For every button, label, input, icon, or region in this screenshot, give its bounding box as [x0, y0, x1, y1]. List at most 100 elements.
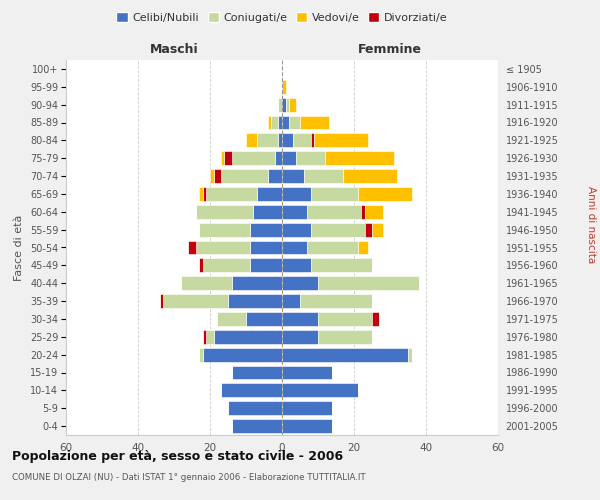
Bar: [253, 205, 282, 219]
Bar: [311, 222, 365, 236]
Bar: [232, 366, 282, 380]
Bar: [232, 276, 282, 290]
Bar: [250, 222, 282, 236]
Bar: [318, 312, 372, 326]
Bar: [300, 294, 372, 308]
Legend: Celibi/Nubili, Coniugati/e, Vedovi/e, Divorziati/e: Celibi/Nubili, Coniugati/e, Vedovi/e, Di…: [112, 8, 452, 28]
Bar: [289, 116, 300, 130]
Bar: [214, 169, 221, 183]
Bar: [282, 294, 300, 308]
Text: Anni di nascita: Anni di nascita: [586, 186, 596, 264]
Bar: [300, 116, 329, 130]
Bar: [365, 205, 383, 219]
Bar: [203, 187, 206, 201]
Bar: [188, 240, 196, 254]
Bar: [282, 169, 304, 183]
Bar: [196, 205, 253, 219]
Bar: [318, 330, 372, 344]
Bar: [282, 98, 286, 112]
Bar: [282, 205, 307, 219]
Bar: [282, 80, 286, 94]
Bar: [278, 134, 282, 147]
Bar: [358, 187, 412, 201]
Bar: [282, 401, 332, 415]
Bar: [160, 294, 163, 308]
Bar: [199, 348, 203, 362]
Bar: [181, 276, 232, 290]
Bar: [203, 348, 282, 362]
Bar: [372, 222, 383, 236]
Bar: [311, 134, 314, 147]
Bar: [343, 169, 397, 183]
Bar: [293, 134, 311, 147]
Bar: [206, 330, 214, 344]
Bar: [268, 169, 282, 183]
Bar: [358, 240, 368, 254]
Bar: [318, 276, 419, 290]
Bar: [311, 258, 372, 272]
Bar: [307, 205, 361, 219]
Bar: [163, 294, 228, 308]
Bar: [278, 98, 282, 112]
Bar: [289, 98, 296, 112]
Bar: [268, 116, 271, 130]
Bar: [314, 134, 368, 147]
Bar: [257, 134, 278, 147]
Bar: [271, 116, 278, 130]
Bar: [408, 348, 412, 362]
Bar: [282, 419, 332, 433]
Text: Maschi: Maschi: [149, 44, 199, 57]
Text: Popolazione per età, sesso e stato civile - 2006: Popolazione per età, sesso e stato civil…: [12, 450, 343, 463]
Bar: [311, 187, 358, 201]
Bar: [282, 330, 318, 344]
Bar: [282, 187, 311, 201]
Bar: [232, 151, 275, 165]
Bar: [196, 240, 250, 254]
Bar: [214, 330, 282, 344]
Bar: [224, 151, 232, 165]
Bar: [361, 205, 365, 219]
Bar: [372, 312, 379, 326]
Bar: [365, 222, 372, 236]
Bar: [206, 187, 257, 201]
Bar: [275, 151, 282, 165]
Bar: [246, 134, 257, 147]
Bar: [282, 276, 318, 290]
Bar: [282, 366, 332, 380]
Bar: [257, 187, 282, 201]
Bar: [210, 169, 214, 183]
Bar: [296, 151, 325, 165]
Bar: [221, 169, 268, 183]
Bar: [217, 312, 246, 326]
Bar: [278, 116, 282, 130]
Bar: [203, 330, 206, 344]
Bar: [250, 258, 282, 272]
Bar: [282, 116, 289, 130]
Bar: [282, 258, 311, 272]
Bar: [282, 348, 408, 362]
Bar: [221, 384, 282, 398]
Text: COMUNE DI OLZAI (NU) - Dati ISTAT 1° gennaio 2006 - Elaborazione TUTTITALIA.IT: COMUNE DI OLZAI (NU) - Dati ISTAT 1° gen…: [12, 472, 365, 482]
Bar: [304, 169, 343, 183]
Text: Femmine: Femmine: [358, 44, 422, 57]
Bar: [307, 240, 358, 254]
Bar: [199, 222, 250, 236]
Y-axis label: Fasce di età: Fasce di età: [14, 214, 25, 280]
Bar: [228, 294, 282, 308]
Bar: [246, 312, 282, 326]
Bar: [250, 240, 282, 254]
Bar: [199, 258, 203, 272]
Bar: [282, 134, 293, 147]
Bar: [282, 240, 307, 254]
Bar: [221, 151, 224, 165]
Bar: [199, 187, 203, 201]
Bar: [203, 258, 250, 272]
Bar: [282, 384, 358, 398]
Bar: [282, 151, 296, 165]
Bar: [325, 151, 394, 165]
Bar: [228, 401, 282, 415]
Bar: [282, 222, 311, 236]
Bar: [282, 312, 318, 326]
Bar: [286, 98, 289, 112]
Bar: [232, 419, 282, 433]
